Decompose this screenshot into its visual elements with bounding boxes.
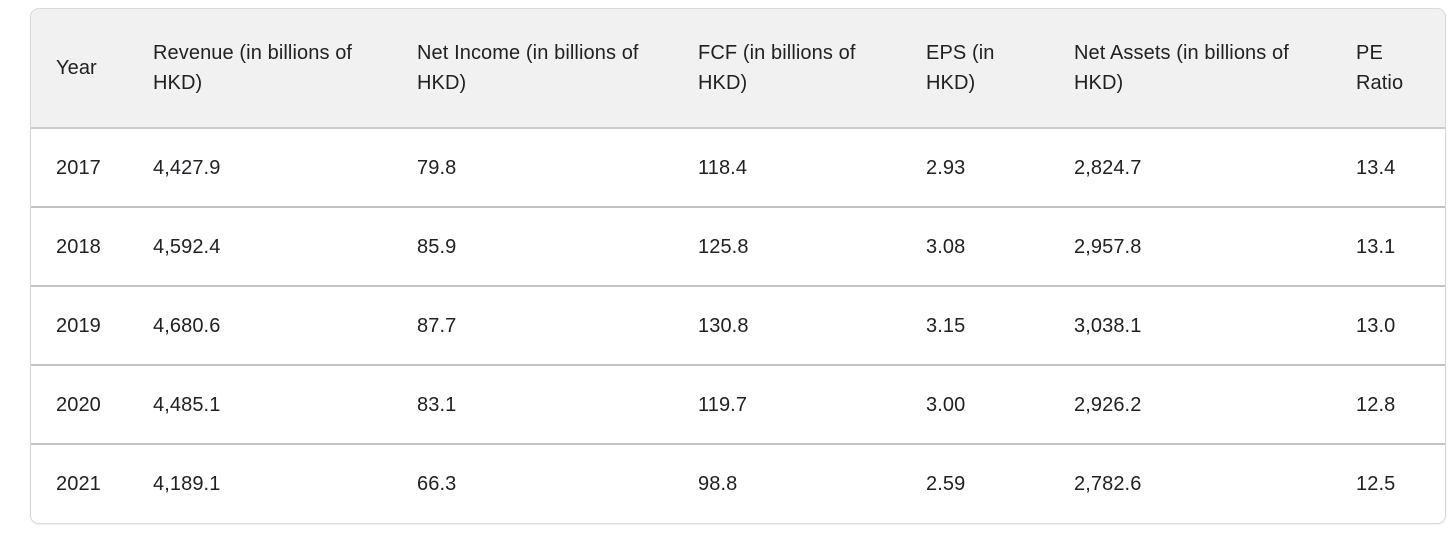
header-cell-revenue: Revenue (in billions of HKD) bbox=[128, 9, 392, 129]
cell-net-income: 79.8 bbox=[392, 128, 673, 208]
cell-revenue: 4,485.1 bbox=[128, 365, 392, 445]
cell-net-assets: 2,782.6 bbox=[1049, 444, 1331, 523]
header-cell-eps: EPS (in HKD) bbox=[901, 9, 1049, 129]
cell-net-assets: 3,038.1 bbox=[1049, 286, 1331, 366]
cell-fcf: 125.8 bbox=[673, 207, 901, 287]
cell-net-assets: 2,957.8 bbox=[1049, 207, 1331, 287]
cell-net-income: 66.3 bbox=[392, 444, 673, 523]
cell-revenue: 4,427.9 bbox=[128, 128, 392, 208]
cell-pe-ratio: 13.4 bbox=[1331, 128, 1445, 208]
financial-table-card: Year Revenue (in billions of HKD) Net In… bbox=[30, 8, 1446, 524]
header-cell-year: Year bbox=[31, 9, 128, 129]
cell-fcf: 130.8 bbox=[673, 286, 901, 366]
cell-net-income: 87.7 bbox=[392, 286, 673, 366]
cell-year: 2021 bbox=[31, 444, 128, 523]
cell-net-income: 83.1 bbox=[392, 365, 673, 445]
cell-eps: 3.00 bbox=[901, 365, 1049, 445]
header-cell-net-income: Net Income (in billions of HKD) bbox=[392, 9, 673, 129]
cell-year: 2019 bbox=[31, 286, 128, 366]
cell-pe-ratio: 12.5 bbox=[1331, 444, 1445, 523]
cell-year: 2017 bbox=[31, 128, 128, 208]
cell-pe-ratio: 13.0 bbox=[1331, 286, 1445, 366]
cell-fcf: 119.7 bbox=[673, 365, 901, 445]
cell-net-income: 85.9 bbox=[392, 207, 673, 287]
cell-eps: 2.93 bbox=[901, 128, 1049, 208]
cell-revenue: 4,189.1 bbox=[128, 444, 392, 523]
cell-revenue: 4,592.4 bbox=[128, 207, 392, 287]
cell-fcf: 98.8 bbox=[673, 444, 901, 523]
table-row-2017: 2017 4,427.9 79.8 118.4 2.93 2,824.7 13.… bbox=[31, 128, 1445, 208]
header-row: Year Revenue (in billions of HKD) Net In… bbox=[31, 9, 1445, 129]
table-row-2021: 2021 4,189.1 66.3 98.8 2.59 2,782.6 12.5 bbox=[31, 444, 1445, 523]
header-cell-net-assets: Net Assets (in billions of HKD) bbox=[1049, 9, 1331, 129]
cell-year: 2020 bbox=[31, 365, 128, 445]
cell-eps: 2.59 bbox=[901, 444, 1049, 523]
cell-fcf: 118.4 bbox=[673, 128, 901, 208]
table-row-2020: 2020 4,485.1 83.1 119.7 3.00 2,926.2 12.… bbox=[31, 365, 1445, 445]
cell-pe-ratio: 12.8 bbox=[1331, 365, 1445, 445]
cell-pe-ratio: 13.1 bbox=[1331, 207, 1445, 287]
cell-net-assets: 2,824.7 bbox=[1049, 128, 1331, 208]
header-cell-pe-ratio: PE Ratio bbox=[1331, 9, 1445, 129]
financial-table: Year Revenue (in billions of HKD) Net In… bbox=[31, 9, 1445, 523]
cell-revenue: 4,680.6 bbox=[128, 286, 392, 366]
cell-eps: 3.08 bbox=[901, 207, 1049, 287]
table-row-2018: 2018 4,592.4 85.9 125.8 3.08 2,957.8 13.… bbox=[31, 207, 1445, 287]
cell-eps: 3.15 bbox=[901, 286, 1049, 366]
header-cell-fcf: FCF (in billions of HKD) bbox=[673, 9, 901, 129]
table-row-2019: 2019 4,680.6 87.7 130.8 3.15 3,038.1 13.… bbox=[31, 286, 1445, 366]
cell-net-assets: 2,926.2 bbox=[1049, 365, 1331, 445]
cell-year: 2018 bbox=[31, 207, 128, 287]
